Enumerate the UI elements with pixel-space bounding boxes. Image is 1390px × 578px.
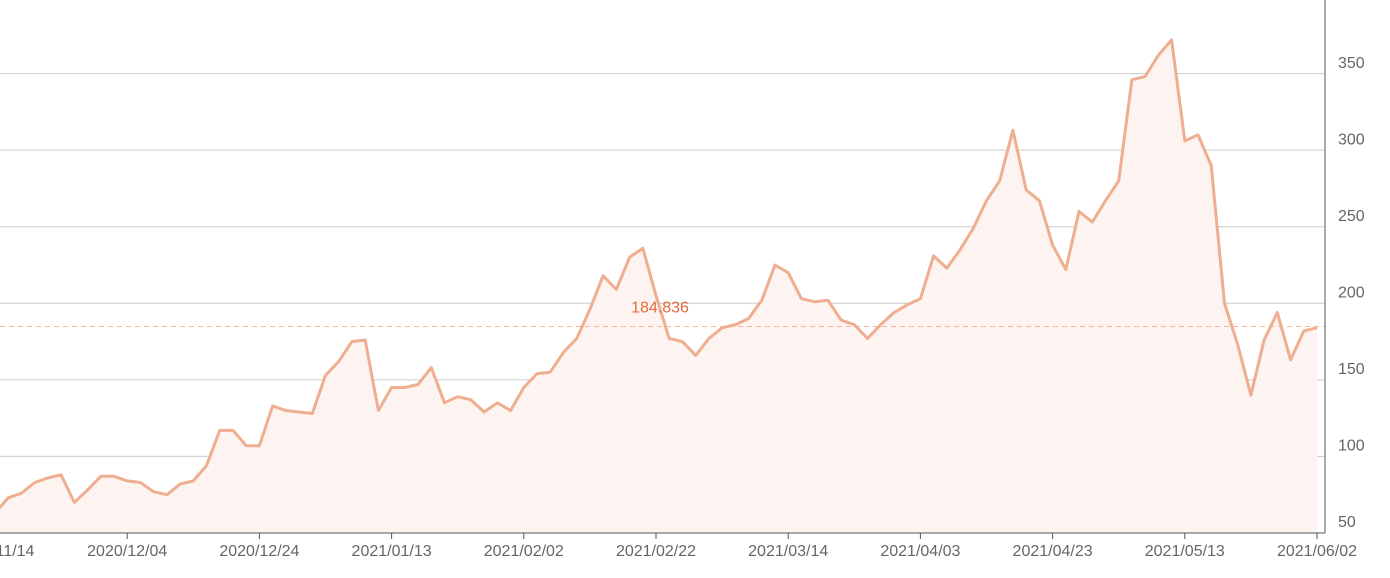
x-tick-label: 2020/12/04 (87, 543, 167, 560)
line (0, 38, 1318, 510)
x-tick-label: 2021/04/03 (880, 543, 960, 560)
y-tick-label: 350 (1338, 55, 1365, 72)
x-tick-label: 2020/12/24 (219, 543, 299, 560)
x-tick-label: 2021/04/23 (1013, 543, 1093, 560)
y-tick-label: 200 (1338, 285, 1365, 302)
x-tick-label: 2021/06/02 (1277, 543, 1357, 560)
y-tick-label: 150 (1338, 361, 1365, 378)
y-tick-label: 300 (1338, 131, 1365, 148)
x-tick-label: 2021/02/22 (616, 543, 696, 560)
area (0, 39, 1317, 533)
y-tick-label: 50 (1338, 514, 1356, 531)
y-tick-label: 100 (1338, 438, 1365, 455)
x-tick-label: 2021/02/02 (484, 543, 564, 560)
x-tick-label: 2021/03/14 (748, 543, 828, 560)
x-tick-label: 2021/05/13 (1145, 543, 1225, 560)
y-tick-label: 250 (1338, 208, 1365, 225)
reference-label: 184.836 (631, 300, 689, 317)
x-tick-label: 2020/11/14 (0, 543, 35, 560)
x-tick-label: 2021/01/13 (352, 543, 432, 560)
